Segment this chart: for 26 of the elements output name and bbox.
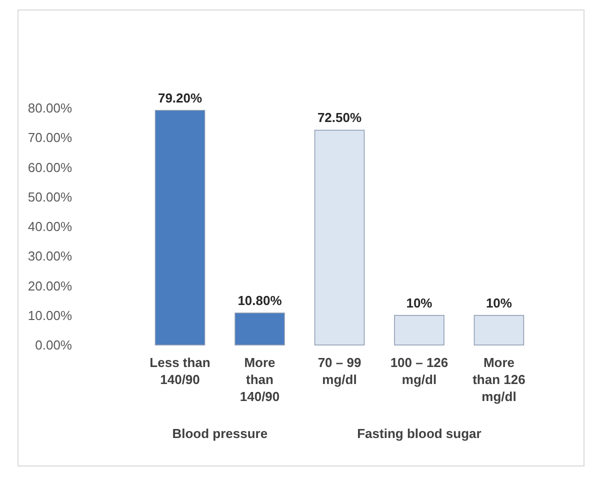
text: Fasting blood sugar <box>357 426 482 441</box>
data-label: 10.80% <box>238 293 282 308</box>
bar <box>474 314 524 346</box>
data-label: 79.20% <box>158 90 203 106</box>
y-tick-label: 40.00% <box>28 219 72 234</box>
x-tick-label: 100 – 126 mg/dl <box>390 355 448 387</box>
bar <box>234 312 285 346</box>
y-tick-label: 0.00% <box>35 338 72 353</box>
bar <box>154 110 206 346</box>
y-tick-label: 30.00% <box>28 248 72 264</box>
x-tick-label: Less than 140/90 <box>150 355 210 387</box>
y-tick-label: 80.00% <box>28 100 72 116</box>
y-tick-label: 10.00% <box>28 308 72 323</box>
x-tick-label: More than 140/90 <box>240 355 280 404</box>
text: Blood pressure <box>172 426 268 441</box>
x-tick-label: 70 – 99 mg/dl <box>318 355 362 387</box>
bar <box>314 130 365 346</box>
data-label: 10% <box>486 295 512 310</box>
x-tick-label: More than 126 mg/dl <box>472 355 526 404</box>
y-tick-label: 20.00% <box>28 278 72 294</box>
data-label: 10% <box>406 295 433 310</box>
bar <box>394 314 444 346</box>
y-tick-label: 70.00% <box>28 130 72 146</box>
y-tick-label: 50.00% <box>28 189 72 204</box>
data-label: 72.50% <box>317 110 362 126</box>
y-tick-label: 60.00% <box>28 160 72 175</box>
